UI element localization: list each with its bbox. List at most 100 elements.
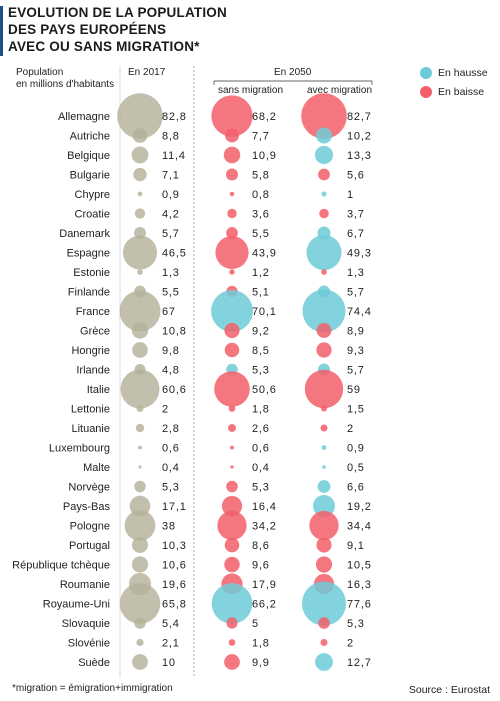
value-avec-irlande: 5,7 <box>347 365 365 377</box>
value-sans-republique-tcheque: 9,6 <box>252 560 270 572</box>
bubble-2017-espagne <box>122 235 158 270</box>
value-sans-estonie: 1,2 <box>252 267 270 279</box>
country-label-suede: Suède <box>78 657 110 669</box>
country-label-malte: Malte <box>83 462 110 474</box>
bubble-sans-hongrie <box>224 342 240 358</box>
bubble-2017-croatie <box>134 208 146 219</box>
country-label-royaume-uni: Royaume-Uni <box>43 599 110 611</box>
value-2017-belgique: 11,4 <box>162 150 186 162</box>
bubble-2017-allemagne <box>117 93 163 139</box>
value-avec-suede: 12,7 <box>347 657 372 669</box>
value-avec-royaume-uni: 77,6 <box>347 599 372 611</box>
bubble-sans-bulgarie <box>225 168 239 181</box>
value-sans-bulgarie: 5,8 <box>252 170 270 182</box>
bubble-avec-allemagne <box>301 93 347 139</box>
value-2017-bulgarie: 7,1 <box>162 170 180 182</box>
bubble-sans-portugal <box>224 537 240 553</box>
avec-migration-header: avec migration <box>307 85 373 96</box>
bubble-avec-bulgarie <box>318 168 330 181</box>
value-avec-republique-tcheque: 10,5 <box>347 560 372 572</box>
bubble-2017-norvege <box>134 480 146 493</box>
value-sans-finlande: 5,1 <box>252 287 270 299</box>
country-label-espagne: Espagne <box>67 248 110 260</box>
value-avec-croatie: 3,7 <box>347 209 365 221</box>
value-2017-espagne: 46,5 <box>162 248 187 260</box>
bubble-avec-espagne <box>306 234 342 271</box>
value-2017-grece: 10,8 <box>162 326 187 338</box>
country-label-hongrie: Hongrie <box>71 345 110 357</box>
value-2017-irlande: 4,8 <box>162 365 180 377</box>
value-sans-suede: 9,9 <box>252 657 270 669</box>
bubble-sans-lituanie <box>227 423 237 433</box>
value-sans-irlande: 5,3 <box>252 365 270 377</box>
bubble-avec-portugal <box>316 537 332 553</box>
country-label-finlande: Finlande <box>68 287 110 299</box>
bubble-sans-croatie <box>227 208 237 219</box>
value-avec-pays-bas: 19,2 <box>347 501 372 513</box>
footnote: *migration = émigration+immigration <box>12 683 173 694</box>
bubble-avec-malte <box>322 465 326 469</box>
bubble-2017-luxembourg <box>138 445 142 450</box>
value-sans-espagne: 43,9 <box>252 248 277 260</box>
value-2017-roumanie: 19,6 <box>162 579 187 591</box>
bubble-2017-malte <box>138 465 142 469</box>
bubble-avec-grece <box>316 323 332 338</box>
bubble-2017-chypre <box>137 191 143 197</box>
bubble-avec-chypre <box>321 191 327 197</box>
value-avec-chypre: 1 <box>347 189 354 201</box>
value-avec-pologne: 34,4 <box>347 521 372 533</box>
value-avec-autriche: 10,2 <box>347 131 372 143</box>
value-2017-lituanie: 2,8 <box>162 423 180 435</box>
country-label-irlande: Irlande <box>76 365 110 377</box>
bubble-avec-slovaquie <box>318 617 330 629</box>
bubble-2017-grece <box>131 322 149 339</box>
value-sans-lituanie: 2,6 <box>252 423 270 435</box>
value-sans-malte: 0,4 <box>252 462 270 474</box>
bubble-sans-republique-tcheque <box>224 556 240 573</box>
value-2017-croatie: 4,2 <box>162 209 180 221</box>
bubble-sans-slovaquie <box>226 617 238 629</box>
country-label-croatie: Croatie <box>75 209 110 221</box>
bubble-avec-hongrie <box>316 342 332 358</box>
country-label-republique-tcheque: République tchèque <box>12 560 110 572</box>
year-2050-header: En 2050 <box>274 67 312 78</box>
value-2017-norvege: 5,3 <box>162 482 180 494</box>
country-label-lituanie: Lituanie <box>71 423 110 435</box>
country-label-estonie: Estonie <box>73 267 110 279</box>
bubble-avec-lituanie <box>320 424 328 432</box>
bubble-sans-italie <box>214 371 250 407</box>
bubble-avec-lettonie <box>320 405 328 412</box>
bubble-2017-portugal <box>131 536 149 554</box>
country-label-slovaquie: Slovaquie <box>62 618 110 630</box>
population-header-line2: en millions d'habitants <box>16 79 115 90</box>
bubble-2017-royaume-uni <box>119 583 161 624</box>
value-avec-bulgarie: 5,6 <box>347 170 365 182</box>
bubble-avec-autriche <box>316 127 332 144</box>
value-sans-lettonie: 1,8 <box>252 404 270 416</box>
value-2017-slovenie: 2,1 <box>162 638 180 650</box>
value-avec-portugal: 9,1 <box>347 540 365 552</box>
value-2017-republique-tcheque: 10,6 <box>162 560 187 572</box>
value-2017-allemagne: 82,8 <box>162 111 187 123</box>
value-sans-italie: 50,6 <box>252 384 277 396</box>
value-avec-belgique: 13,3 <box>347 150 372 162</box>
bubble-sans-belgique <box>223 146 241 164</box>
country-label-grece: Grèce <box>80 326 110 338</box>
value-sans-luxembourg: 0,6 <box>252 443 270 455</box>
value-sans-hongrie: 8,5 <box>252 345 270 357</box>
bubble-sans-allemagne <box>211 95 253 137</box>
value-avec-estonie: 1,3 <box>347 267 365 279</box>
value-sans-slovenie: 1,8 <box>252 638 270 650</box>
country-label-luxembourg: Luxembourg <box>49 443 110 455</box>
country-label-bulgarie: Bulgarie <box>70 170 110 182</box>
sans-migration-header: sans migration <box>218 85 284 96</box>
country-label-danemark: Danemark <box>59 228 110 240</box>
value-sans-pologne: 34,2 <box>252 521 277 533</box>
value-sans-slovaquie: 5 <box>252 618 259 630</box>
bubble-2017-bulgarie <box>133 167 147 182</box>
bubble-sans-pologne <box>217 510 247 541</box>
value-sans-france: 70,1 <box>252 306 277 318</box>
country-label-portugal: Portugal <box>69 540 110 552</box>
bubble-sans-autriche <box>225 128 239 143</box>
